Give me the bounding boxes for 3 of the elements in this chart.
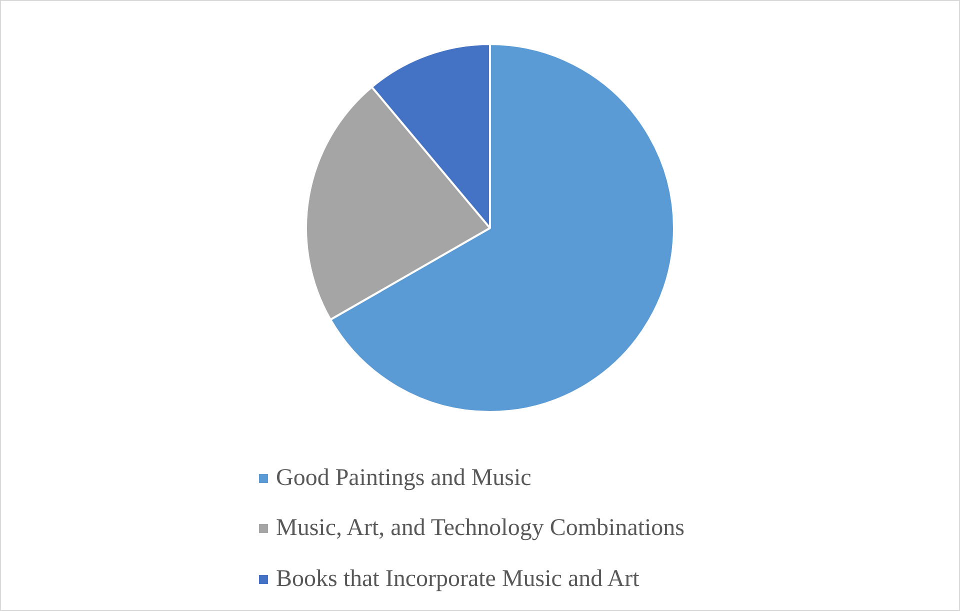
legend-label: Good Paintings and Music xyxy=(276,464,532,492)
legend-label: Books that Incorporate Music and Art xyxy=(276,566,640,593)
legend-label: Music, Art, and Technology Combinations xyxy=(276,515,685,542)
